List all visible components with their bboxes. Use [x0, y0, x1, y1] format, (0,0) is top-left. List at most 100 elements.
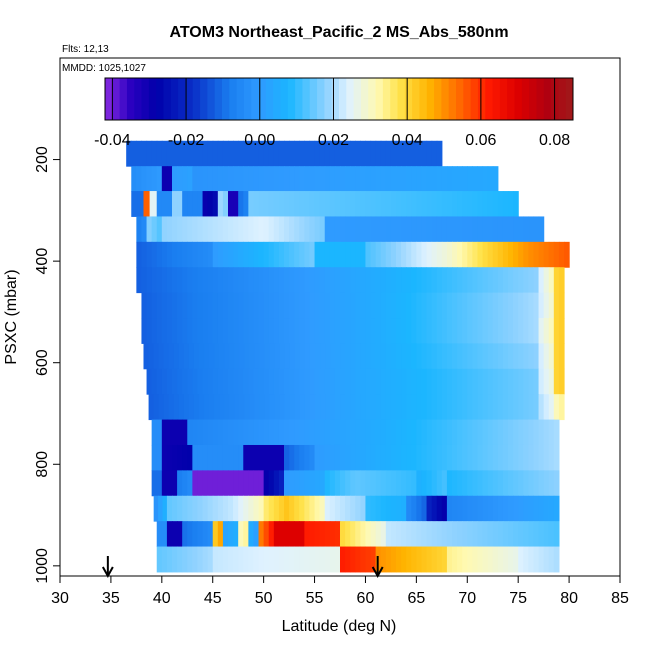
heatmap-cell — [268, 470, 275, 497]
heatmap-cell — [178, 394, 185, 421]
heatmap-cell — [259, 394, 266, 421]
heatmap-cell — [528, 318, 535, 344]
heatmap-cell — [528, 267, 535, 294]
heatmap-cell — [156, 546, 163, 573]
heatmap-cell — [385, 216, 392, 243]
heatmap-cell — [166, 444, 173, 471]
heatmap-cell — [508, 495, 514, 522]
heatmap-cell — [233, 216, 239, 243]
heatmap-cell — [304, 470, 311, 497]
heatmap-cell — [243, 216, 249, 243]
heatmap-cell — [523, 267, 529, 294]
x-tick-label: 50 — [255, 590, 273, 607]
heatmap-cell — [345, 241, 351, 268]
heatmap-cell — [462, 419, 468, 446]
heatmap-cell — [436, 470, 443, 497]
heatmap-cell — [188, 343, 195, 370]
colorbar-cell — [499, 78, 508, 120]
heatmap-cell — [365, 394, 372, 421]
heatmap-cell — [177, 444, 183, 471]
heatmap-cell — [224, 394, 230, 421]
heatmap-cell — [268, 368, 275, 395]
heatmap-cell — [158, 394, 165, 421]
heatmap-cell — [248, 241, 255, 268]
heatmap-cell — [446, 470, 453, 497]
heatmap-cell — [492, 241, 499, 268]
heatmap-cell — [299, 216, 305, 243]
heatmap-cell — [197, 318, 204, 344]
heatmap-cell — [334, 292, 341, 319]
heatmap-cell — [441, 394, 448, 421]
heatmap-cell — [441, 343, 448, 370]
heatmap-cell — [411, 470, 417, 497]
heatmap-cell — [345, 343, 351, 370]
heatmap-cell — [340, 444, 346, 471]
heatmap-cell — [222, 267, 229, 294]
heatmap-cell — [518, 241, 524, 268]
heatmap-cell — [380, 191, 387, 217]
colorbar-cell — [134, 78, 143, 120]
heatmap-cell — [375, 394, 382, 421]
heatmap-cell — [340, 216, 346, 243]
heatmap-cell — [508, 267, 514, 294]
heatmap-cell — [548, 419, 555, 446]
heatmap-cell — [355, 216, 361, 243]
heatmap-cell — [452, 191, 458, 217]
heatmap-cell — [334, 166, 341, 192]
heatmap-cell — [553, 343, 560, 370]
heatmap-cell — [143, 343, 150, 370]
heatmap-cell — [452, 419, 458, 446]
heatmap-cell — [258, 521, 265, 548]
heatmap-cell — [268, 495, 275, 522]
heatmap-cell — [309, 166, 316, 192]
heatmap-cell — [508, 444, 514, 471]
heatmap-cell — [528, 546, 535, 573]
heatmap-cell — [360, 191, 367, 217]
heatmap-cell — [233, 444, 239, 471]
heatmap-cell — [462, 368, 468, 395]
heatmap-cell — [258, 292, 265, 319]
x-tick-label: 45 — [204, 590, 222, 607]
heatmap-cell — [228, 241, 234, 268]
heatmap-cell — [329, 521, 336, 548]
heatmap-cell — [304, 140, 311, 167]
colorbar-cell — [192, 78, 201, 120]
heatmap-cell — [172, 191, 178, 217]
heatmap-cell — [431, 292, 438, 319]
heatmap-cell — [202, 292, 209, 319]
heatmap-cell — [212, 444, 219, 471]
heatmap-cell — [482, 241, 489, 268]
heatmap-cell — [166, 241, 173, 268]
heatmap-cell — [543, 318, 550, 344]
heatmap-cell — [360, 166, 367, 192]
heatmap-cell — [477, 419, 484, 446]
heatmap-cell — [319, 140, 326, 167]
heatmap-cell — [523, 241, 529, 268]
heatmap-cell — [416, 318, 423, 344]
heatmap-cell — [329, 470, 336, 497]
heatmap-cell — [355, 191, 361, 217]
heatmap-cell — [314, 318, 321, 344]
heatmap-cell — [401, 368, 407, 395]
heatmap-cell — [202, 191, 209, 217]
heatmap-cell — [528, 343, 535, 370]
heatmap-cell — [355, 521, 361, 548]
heatmap-cell — [197, 166, 204, 192]
heatmap-cell — [217, 191, 224, 217]
heatmap-cell — [416, 394, 423, 421]
heatmap-cell — [446, 368, 453, 395]
heatmap-cell — [350, 343, 356, 370]
heatmap-cell — [222, 546, 229, 573]
heatmap-cell — [492, 394, 499, 421]
heatmap-cell — [340, 470, 346, 497]
heatmap-cell — [421, 419, 428, 446]
heatmap-cell — [182, 318, 188, 344]
heatmap-cell — [421, 470, 428, 497]
heatmap-cell — [477, 546, 484, 573]
heatmap-cell — [217, 546, 224, 573]
heatmap-cell — [207, 419, 214, 446]
heatmap-cell — [396, 241, 402, 268]
heatmap-cell — [355, 343, 362, 370]
heatmap-cell — [319, 470, 326, 497]
heatmap-cell — [472, 318, 479, 344]
